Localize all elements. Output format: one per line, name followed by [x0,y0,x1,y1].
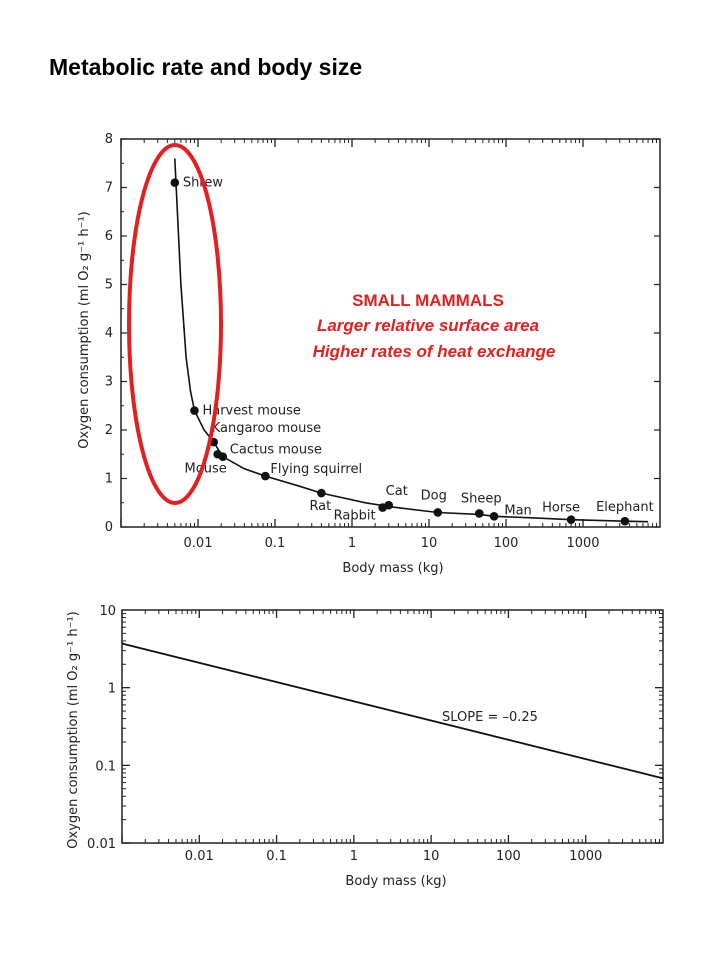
oxygen-consumption-curve [174,158,649,523]
point-cat [384,500,394,510]
point-label-man: Man [504,503,531,518]
point-dog [433,508,443,517]
point-label-cat: Cat [386,484,408,499]
top-y-tick-label: 3 [105,375,113,390]
top-y-tick-label: 4 [105,326,113,341]
top-y-tick-label: 0 [105,520,113,535]
bottom-y-tick-label: 1 [108,682,116,697]
bottom-x-tick-label: 1000 [569,849,602,864]
bottom-y-tick-label: 10 [99,604,116,619]
top-x-tick-label: 100 [494,536,519,551]
point-shrew [170,178,180,187]
point-label-rabbit: Rabbit [334,509,376,524]
top-chart-curve-group [174,158,649,523]
top-x-tick-label: 0.1 [265,536,286,551]
annotation-line-1: Larger relative surface area [317,316,539,335]
bottom-x-tick-label: 10 [423,849,440,864]
annotation-heading: SMALL MAMMALS [352,291,504,310]
top-x-tick-label: 10 [421,536,438,551]
bottom-chart-line-group [121,642,664,780]
point-elephant [620,516,630,526]
bottom-x-tick-label: 1 [350,849,358,864]
bottom-plot-frame [121,609,664,844]
point-sheep [474,509,484,518]
top-x-tick-label: 1 [348,536,356,551]
top-chart-axes: 0 1 2 3 4 5 6 7 8 0.01 0.1 1 10 100 1000 [105,132,661,551]
bottom-y-axis-label: Oxygen consumption (ml O₂ g⁻¹ h⁻¹) [66,611,81,848]
slope-line [121,642,664,780]
top-y-tick-label: 1 [105,472,113,487]
top-y-tick-label: 8 [105,132,113,147]
point-label-kangaroo-mouse: Kangaroo mouse [212,421,321,436]
bottom-x-tick-label: 0.1 [266,849,287,864]
annotation-line-2: Higher rates of heat exchange [313,342,556,361]
point-harvest-mouse [190,406,199,415]
point-label-cactus-mouse: Cactus mouse [230,443,322,458]
point-flying-squirrel [261,471,270,481]
top-y-tick-label: 5 [105,278,113,293]
small-mammals-highlight-ellipse [127,143,223,505]
page-title: Metabolic rate and body size [49,54,363,80]
bottom-x-axis-label: Body mass (kg) [345,874,446,889]
point-label-mouse: Mouse [185,461,227,476]
top-y-tick-label: 6 [105,229,113,244]
point-horse [566,515,576,525]
point-label-rat: Rat [309,499,331,514]
slope-annotation: SLOPE = –0.25 [442,710,538,725]
point-label-harvest-mouse: Harvest mouse [202,404,300,419]
point-man [489,512,499,521]
point-label-elephant: Elephant [596,500,654,515]
top-x-tick-label: 0.01 [184,536,213,551]
bottom-chart-axes: 0.01 0.1 1 10 0.01 0.1 1 10 100 1000 [87,604,664,864]
point-cactus-mouse [218,452,228,461]
point-label-flying-squirrel: Flying squirrel [270,462,362,477]
bottom-y-tick-label: 0.01 [87,837,116,852]
point-label-dog: Dog [421,488,447,503]
point-rat [317,488,326,498]
point-label-sheep: Sheep [461,491,502,506]
top-x-axis-label: Body mass (kg) [342,561,443,576]
point-label-horse: Horse [542,501,580,516]
bottom-x-tick-label: 100 [496,849,521,864]
top-y-axis-label: Oxygen consumption (ml O₂ g⁻¹ h⁻¹) [77,211,92,448]
top-y-tick-label: 2 [105,423,113,438]
bottom-x-tick-label: 0.01 [185,849,214,864]
top-x-tick-label: 1000 [566,536,599,551]
bottom-y-tick-label: 0.1 [95,759,116,774]
top-y-tick-label: 7 [105,181,113,196]
